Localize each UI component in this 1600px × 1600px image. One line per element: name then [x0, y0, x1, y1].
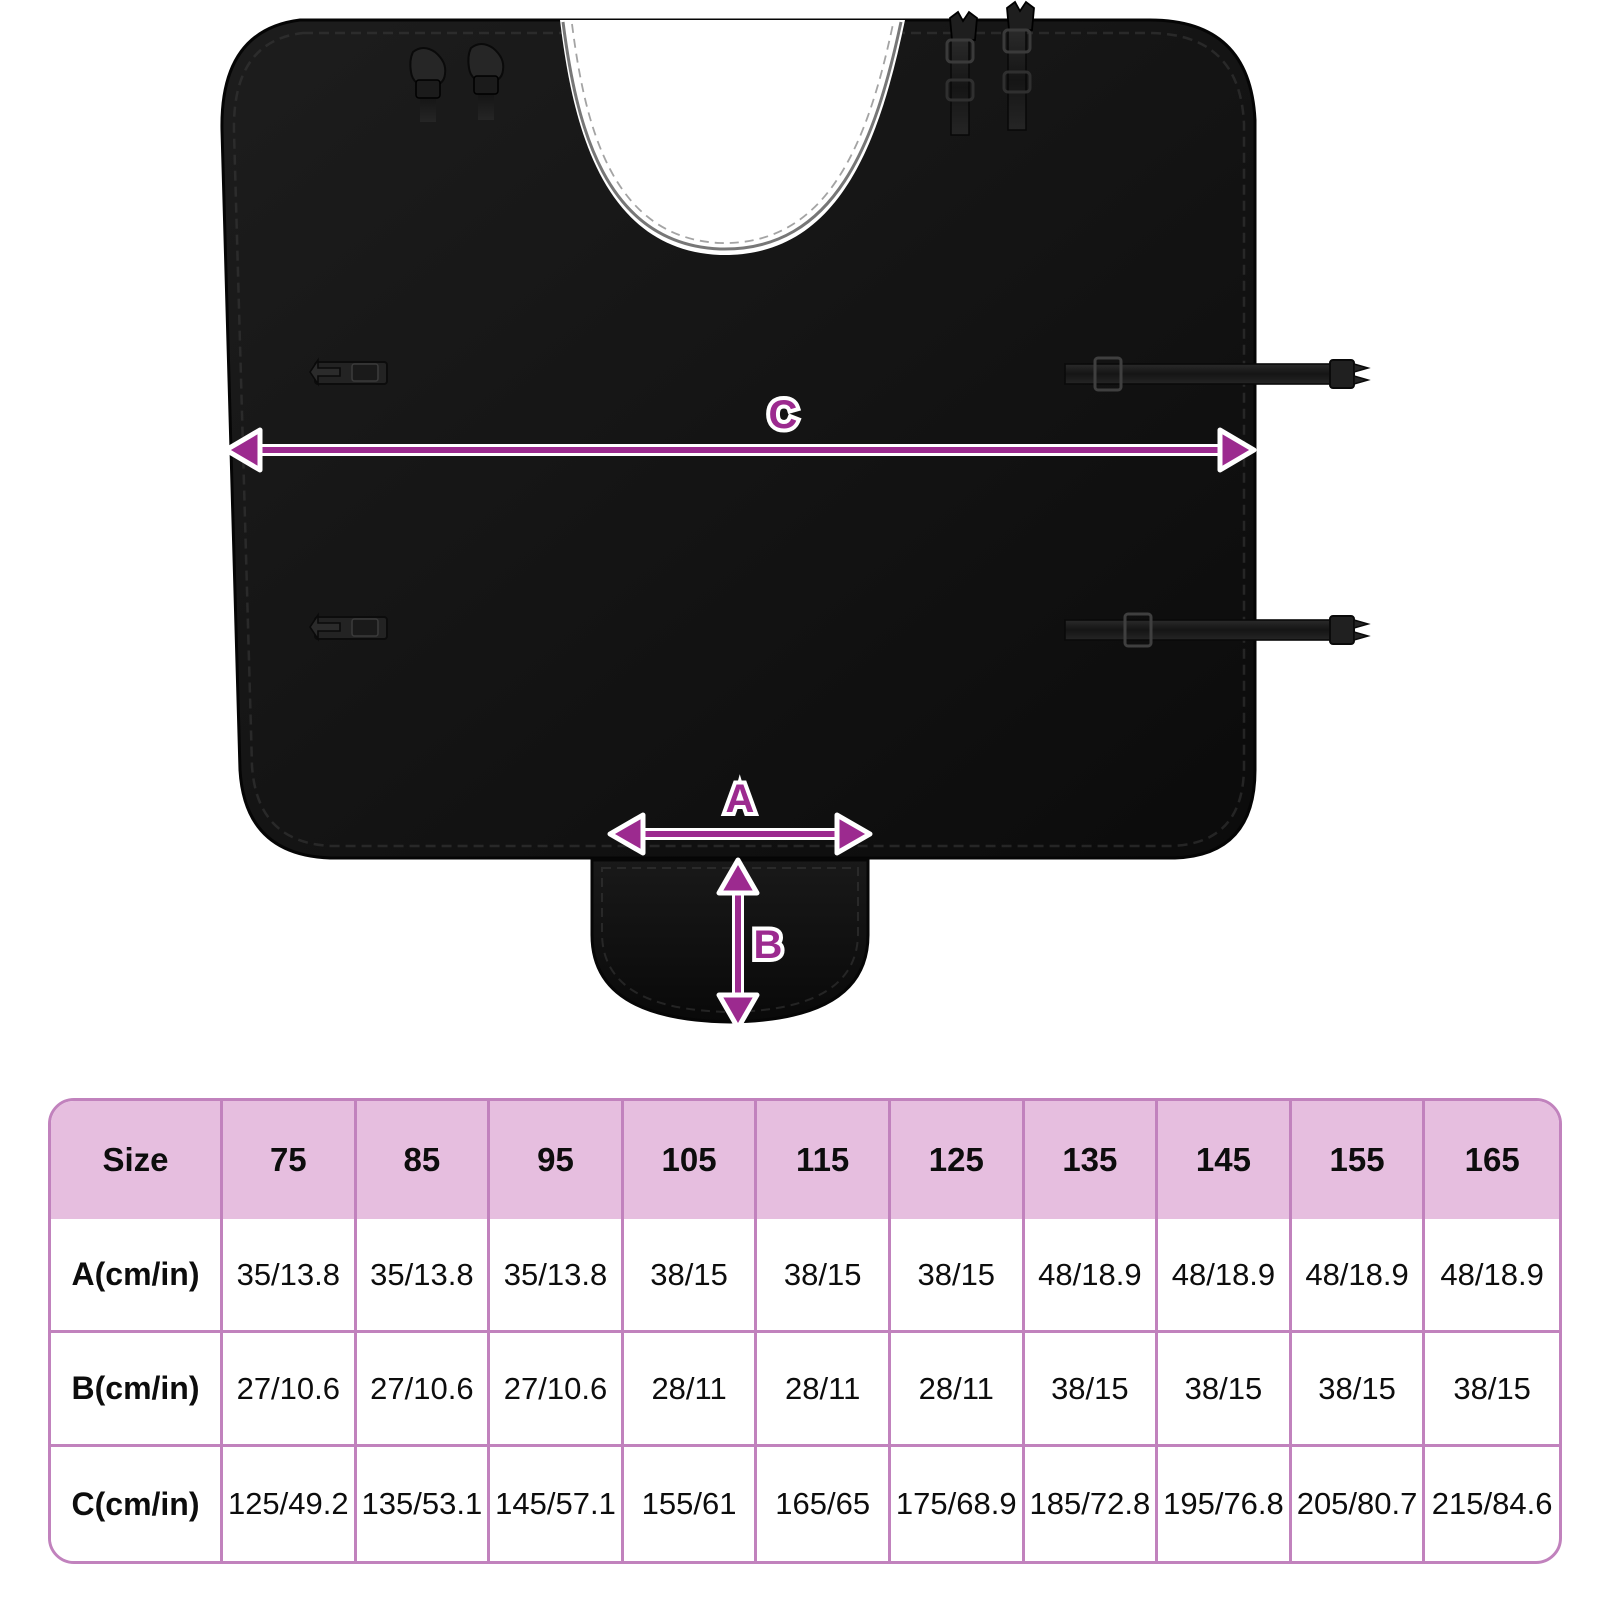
- table-row: C(cm/in) 125/49.2 135/53.1 145/57.1 155/…: [51, 1447, 1559, 1561]
- cell-c-125: 175/68.9: [891, 1447, 1025, 1561]
- cell-a-75: 35/13.8: [223, 1219, 357, 1333]
- cell-c-145: 195/76.8: [1158, 1447, 1292, 1561]
- row-label-c: C(cm/in): [51, 1447, 223, 1561]
- bottom-flap: [590, 858, 870, 1024]
- cell-b-165: 38/15: [1425, 1333, 1559, 1447]
- left-side-buckle-lower: [309, 612, 388, 642]
- right-side-strap-upper: [1064, 356, 1371, 392]
- dimension-a: A: [607, 773, 873, 856]
- top-right-strap-2: [1002, 0, 1035, 131]
- dimension-label-a: A: [726, 777, 755, 821]
- cell-a-155: 48/18.9: [1291, 1219, 1426, 1333]
- top-right-strap-1: [945, 10, 978, 136]
- table-header-105: 105: [623, 1101, 758, 1219]
- table-header-size: Size: [51, 1101, 223, 1219]
- cell-b-75: 27/10.6: [223, 1333, 357, 1447]
- table-header-95: 95: [490, 1101, 624, 1219]
- table-row: B(cm/in) 27/10.6 27/10.6 27/10.6 28/11 2…: [51, 1333, 1559, 1447]
- row-label-a: A(cm/in): [51, 1219, 223, 1333]
- cell-c-115: 165/65: [757, 1447, 891, 1561]
- cell-a-115: 38/15: [757, 1219, 891, 1333]
- cell-b-95: 27/10.6: [490, 1333, 624, 1447]
- size-chart: Size 75 85 95 105 115 125 135 145 155 16…: [48, 1098, 1562, 1564]
- dimension-b: B: [716, 857, 786, 1031]
- table-header-115: 115: [757, 1101, 891, 1219]
- cell-a-145: 48/18.9: [1158, 1219, 1292, 1333]
- right-side-strap-lower: [1064, 612, 1371, 648]
- product-illustration: C A B: [220, 0, 1371, 1031]
- cell-c-155: 205/80.7: [1292, 1447, 1426, 1561]
- main-panel: [220, 18, 1257, 860]
- cell-c-135: 185/72.8: [1025, 1447, 1159, 1561]
- table-header-125: 125: [890, 1101, 1025, 1219]
- cell-a-95: 35/13.8: [490, 1219, 624, 1333]
- dimension-label-c: C: [769, 393, 798, 437]
- table-header-135: 135: [1024, 1101, 1159, 1219]
- cell-c-105: 155/61: [624, 1447, 758, 1561]
- cell-b-145: 38/15: [1158, 1333, 1292, 1447]
- cell-b-115: 28/11: [757, 1333, 891, 1447]
- cell-a-165: 48/18.9: [1425, 1219, 1559, 1333]
- table-header-row: Size 75 85 95 105 115 125 135 145 155 16…: [51, 1101, 1559, 1219]
- cell-b-125: 28/11: [890, 1333, 1025, 1447]
- table-header-75: 75: [223, 1101, 357, 1219]
- table-row: A(cm/in) 35/13.8 35/13.8 35/13.8 38/15 3…: [51, 1219, 1559, 1333]
- table-header-85: 85: [356, 1101, 491, 1219]
- cell-a-85: 35/13.8: [356, 1219, 491, 1333]
- headrest-cutout: [560, 20, 905, 256]
- cell-b-135: 38/15: [1024, 1333, 1159, 1447]
- top-left-buckle-2: [467, 43, 505, 120]
- cell-a-135: 48/18.9: [1024, 1219, 1159, 1333]
- left-side-buckle-upper: [309, 357, 388, 387]
- top-left-buckle-1: [409, 47, 447, 122]
- cell-c-95: 145/57.1: [490, 1447, 624, 1561]
- cell-b-85: 27/10.6: [356, 1333, 491, 1447]
- cell-c-165: 215/84.6: [1431, 1486, 1553, 1521]
- dimension-label-b: B: [754, 923, 783, 967]
- table-header-165: 165: [1425, 1101, 1559, 1219]
- cell-a-105: 38/15: [623, 1219, 758, 1333]
- size-table: Size 75 85 95 105 115 125 135 145 155 16…: [48, 1098, 1562, 1564]
- cell-a-125: 38/15: [890, 1219, 1025, 1333]
- row-label-b: B(cm/in): [51, 1333, 223, 1447]
- cell-c-85: 135/53.1: [357, 1447, 491, 1561]
- cell-b-105: 28/11: [623, 1333, 758, 1447]
- table-header-155: 155: [1291, 1101, 1426, 1219]
- cell-b-155: 38/15: [1291, 1333, 1426, 1447]
- dimension-c: C: [223, 389, 1257, 473]
- table-header-145: 145: [1158, 1101, 1292, 1219]
- cell-c-75: 125/49.2: [223, 1447, 357, 1561]
